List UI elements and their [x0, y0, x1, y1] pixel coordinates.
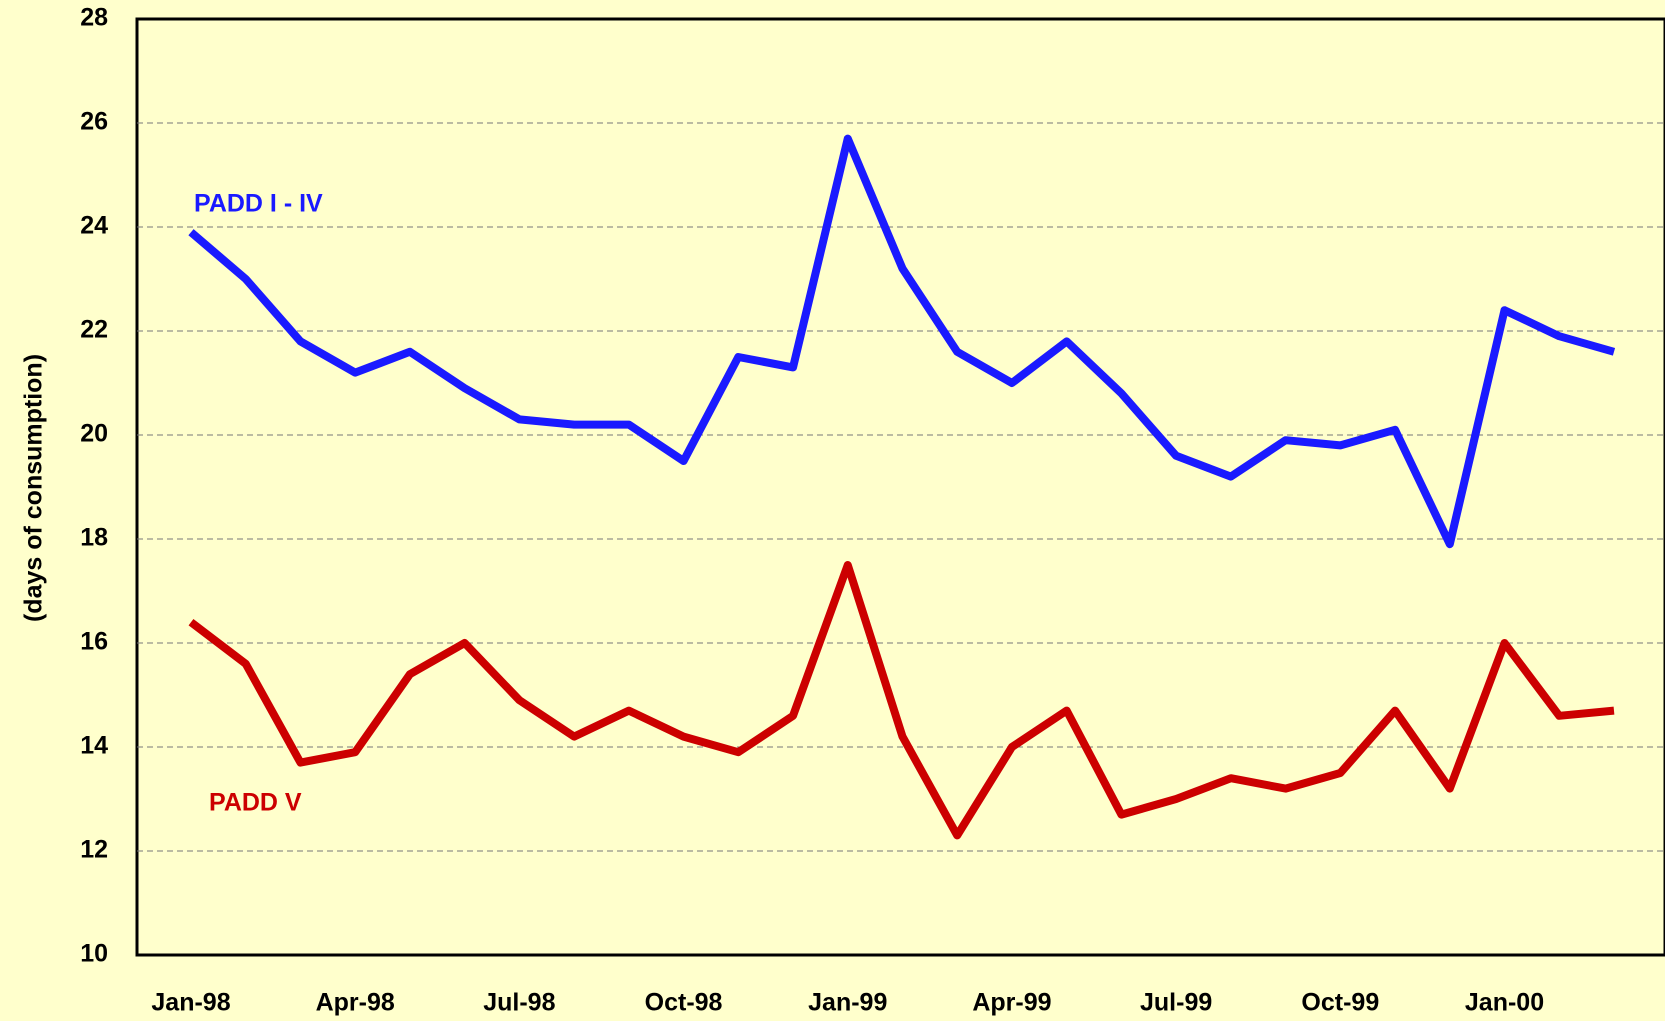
y-tick-label: 24 — [80, 212, 108, 240]
series-line — [188, 561, 1615, 840]
x-tick-label: Jan-99 — [808, 989, 887, 1017]
x-tick-label: Apr-99 — [972, 989, 1051, 1017]
series-label: PADD V — [209, 789, 302, 817]
y-tick-label: 16 — [80, 628, 108, 656]
y-tick-label: 20 — [80, 420, 108, 448]
x-tick-label: Jul-99 — [1140, 989, 1212, 1017]
x-tick-label: Jan-00 — [1465, 989, 1544, 1017]
x-tick-label: Jan-98 — [151, 989, 230, 1017]
series-label: PADD I - IV — [194, 190, 323, 218]
y-tick-label: 26 — [80, 108, 108, 136]
y-tick-label: 28 — [80, 4, 108, 32]
y-axis-label: (days of consumption) — [20, 354, 48, 622]
y-tick-label: 22 — [80, 316, 108, 344]
y-tick-label: 14 — [80, 732, 108, 760]
y-tick-label: 18 — [80, 524, 108, 552]
x-tick-label: Oct-99 — [1301, 989, 1379, 1017]
x-tick-label: Jul-98 — [483, 989, 555, 1017]
x-tick-label: Oct-98 — [645, 989, 723, 1017]
series-line — [188, 134, 1616, 549]
plot-area — [135, 17, 1665, 957]
y-tick-label: 10 — [80, 940, 108, 968]
x-tick-label: Apr-98 — [316, 989, 395, 1017]
y-tick-label: 12 — [80, 836, 108, 864]
